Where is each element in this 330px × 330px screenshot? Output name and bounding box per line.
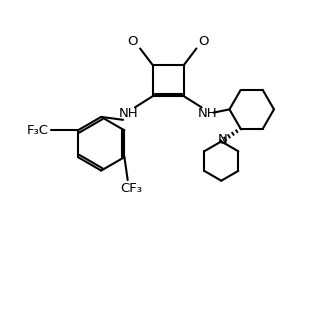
Text: O: O [198,35,209,48]
Text: O: O [128,35,138,48]
Text: F₃C: F₃C [26,124,49,137]
Text: NH: NH [198,107,217,120]
Text: CF₃: CF₃ [120,182,142,195]
Text: N: N [218,133,228,146]
Text: NH: NH [119,107,139,120]
